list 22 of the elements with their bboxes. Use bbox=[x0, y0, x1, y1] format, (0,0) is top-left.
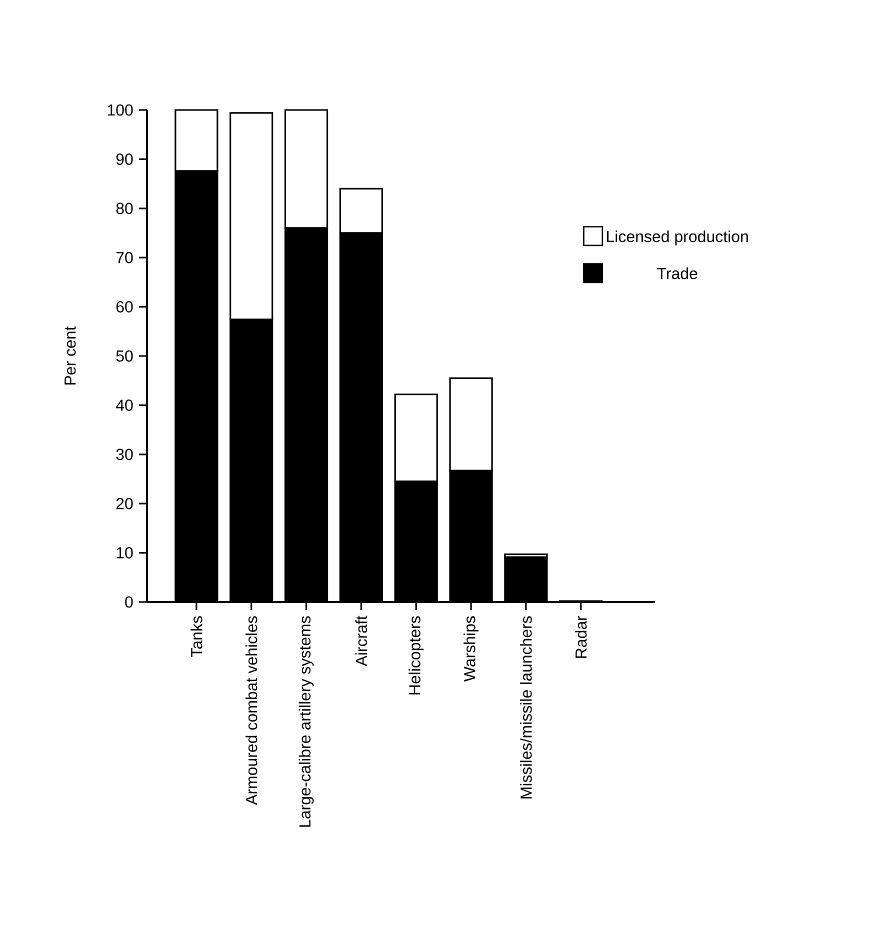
y-tick-label: 100 bbox=[108, 104, 133, 116]
y-tick-label: 60 bbox=[116, 301, 133, 312]
y-tick-label: 0 bbox=[125, 596, 133, 608]
legend-label: Licensed production bbox=[607, 230, 748, 246]
x-tick-label: Tanks bbox=[190, 616, 202, 658]
y-axis-title: Per cent bbox=[64, 326, 76, 384]
x-tick-label: Warships bbox=[464, 616, 478, 682]
text: Trade bbox=[657, 267, 698, 280]
y-tick-label: 90 bbox=[116, 154, 133, 165]
y-tick-label: 70 bbox=[116, 252, 133, 264]
x-tick-label: Radar bbox=[575, 616, 587, 658]
y-tick-label: 30 bbox=[116, 448, 133, 460]
y-tick-label: 80 bbox=[116, 202, 133, 214]
y-tick-label: 10 bbox=[116, 547, 133, 558]
y-tick-label: 20 bbox=[116, 498, 133, 510]
y-tick-label: 50 bbox=[116, 350, 133, 362]
x-tick-label: Armoured combat vehicles bbox=[245, 616, 258, 805]
x-tick-label: Missiles/missile launchers bbox=[520, 616, 532, 798]
x-tick-label: Large-calibre artillery systems bbox=[298, 616, 314, 827]
x-tick-label: Helicopters bbox=[408, 616, 424, 694]
x-tick-label: Aircraft bbox=[355, 616, 368, 666]
y-tick-label: 40 bbox=[116, 400, 133, 411]
